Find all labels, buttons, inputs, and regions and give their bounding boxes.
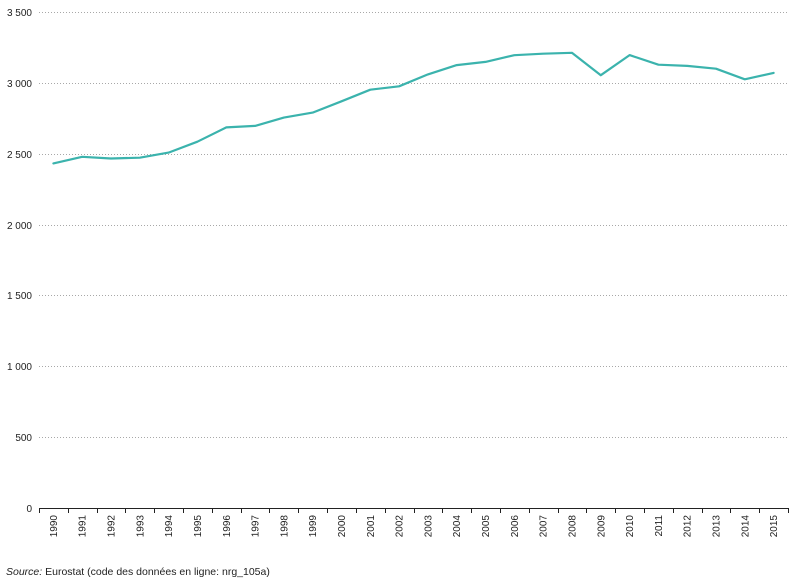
y-tick-label: 2 500 [7,150,32,161]
x-tick-label: 1999 [308,515,319,538]
x-tick-label: 1995 [193,515,204,538]
x-axis: 1990 1991 1992 1993 1994 1995 1996 1997 1998 1999… [39,508,789,537]
x-tick-label: 2014 [740,515,751,538]
source-text: Eurostat (code des données en ligne: nrg… [45,566,270,578]
x-tick-label: 1996 [222,515,233,538]
series-layer [52,51,775,165]
y-tick-label: 3 500 [7,8,32,19]
y-tick-label: 0 [26,504,32,515]
x-tick-label: 1990 [49,515,60,538]
x-tick-label: 2010 [625,515,636,538]
x-tick-label: 2011 [654,515,665,537]
x-tick-label: 2008 [567,515,578,538]
x-tick-label: 2000 [337,515,348,538]
x-tick-label: 1991 [78,515,89,538]
x-tick-label: 2006 [510,515,521,538]
y-tick-label: 1 000 [7,362,32,373]
y-tick-label: 3 000 [7,79,32,90]
x-tick-label: 2015 [769,515,780,538]
x-tick-label: 2009 [596,515,607,538]
y-axis: 0 500 1 000 1 500 2 000 2 500 3 000 3 500 [7,8,32,515]
x-tick-label: 1997 [251,515,262,538]
y-tick-label: 500 [15,433,32,444]
series-line [52,51,775,165]
source-note: Source: Eurostat (code des données en li… [6,566,270,578]
x-tick-label: 2002 [395,515,406,538]
y-tick-label: 2 000 [7,221,32,232]
x-tick-label: 2013 [711,515,722,538]
x-tick-label: 2012 [683,515,694,538]
x-tick-label: 1992 [107,515,118,538]
source-label: Source: [6,566,43,578]
y-tick-label: 1 500 [7,291,32,302]
x-tick-label: 2005 [481,515,492,538]
x-tick-label: 2001 [366,515,377,538]
x-tick-label: 1998 [279,515,290,538]
x-tick-label: 2007 [539,515,550,538]
gridlines [39,12,788,438]
x-tick-label: 2003 [423,515,434,538]
x-tick-label: 1994 [164,515,175,538]
x-tick-label: 1993 [135,515,146,538]
x-tick-label: 2004 [452,515,463,538]
